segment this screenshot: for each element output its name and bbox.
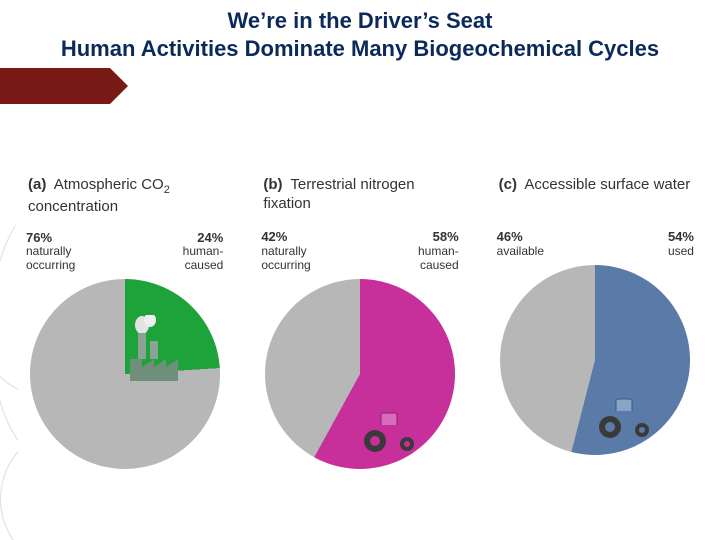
panel-b-heading: (b) Terrestrial nitrogen fixation [263, 176, 460, 216]
right-text2: caused [185, 258, 224, 272]
slide: We’re in the Driver’s Seat Human Activit… [0, 0, 720, 540]
left-text2: occurring [26, 258, 75, 272]
left-label: 42% naturally occurring [261, 230, 310, 273]
pie-chart [500, 265, 690, 455]
panel-heading-text: Atmospheric CO2 concentration [28, 176, 170, 215]
left-text1: available [497, 244, 544, 258]
panels-row: (a) Atmospheric CO2 concentration 76% na… [18, 170, 702, 479]
panel-c-labels: 46% available 54% used [497, 230, 694, 259]
right-label: 24% human- caused [183, 231, 224, 274]
tractor-icon [596, 397, 660, 444]
left-text1: naturally [26, 244, 71, 258]
title-line-1: We’re in the Driver’s Seat [0, 8, 720, 34]
panel-c-pie [500, 265, 690, 455]
panel-b: (b) Terrestrial nitrogen fixation 42% na… [253, 170, 466, 479]
panel-a-labels: 76% naturally occurring 24% human- cause… [26, 231, 223, 274]
panel-heading-text: Accessible surface water [524, 176, 690, 193]
right-pct: 54% [668, 230, 694, 245]
title-line-2: Human Activities Dominate Many Biogeoche… [0, 36, 720, 62]
panel-heading-text: Terrestrial nitrogen fixation [263, 176, 414, 212]
left-pct: 76% [26, 231, 75, 246]
left-pct: 46% [497, 230, 544, 245]
panel-b-labels: 42% naturally occurring 58% human- cause… [261, 230, 458, 273]
factory-icon [130, 315, 186, 390]
left-label: 76% naturally occurring [26, 231, 75, 274]
panel-c: (c) Accessible surface water 46% availab… [489, 170, 702, 479]
right-text1: human- [418, 244, 459, 258]
title-ribbon [0, 68, 110, 104]
left-label: 46% available [497, 230, 544, 259]
left-pct: 42% [261, 230, 310, 245]
page-title: We’re in the Driver’s Seat Human Activit… [0, 8, 720, 62]
panel-letter: (a) [28, 176, 46, 193]
pie-chart [30, 279, 220, 469]
panel-a: (a) Atmospheric CO2 concentration 76% na… [18, 170, 231, 479]
left-text2: occurring [261, 258, 310, 272]
panel-c-heading: (c) Accessible surface water [499, 176, 696, 216]
left-text1: naturally [261, 244, 306, 258]
panel-letter: (c) [499, 176, 517, 193]
right-text2: caused [420, 258, 459, 272]
right-pct: 58% [418, 230, 459, 245]
right-text1: used [668, 244, 694, 258]
right-label: 58% human- caused [418, 230, 459, 273]
right-text1: human- [183, 244, 224, 258]
tractor-icon [361, 411, 425, 458]
pie-chart [265, 279, 455, 469]
right-label: 54% used [668, 230, 694, 259]
right-pct: 24% [183, 231, 224, 246]
panel-a-pie [30, 279, 220, 469]
panel-b-pie [265, 279, 455, 469]
panel-a-heading: (a) Atmospheric CO2 concentration [28, 176, 225, 217]
panel-letter: (b) [263, 176, 282, 193]
